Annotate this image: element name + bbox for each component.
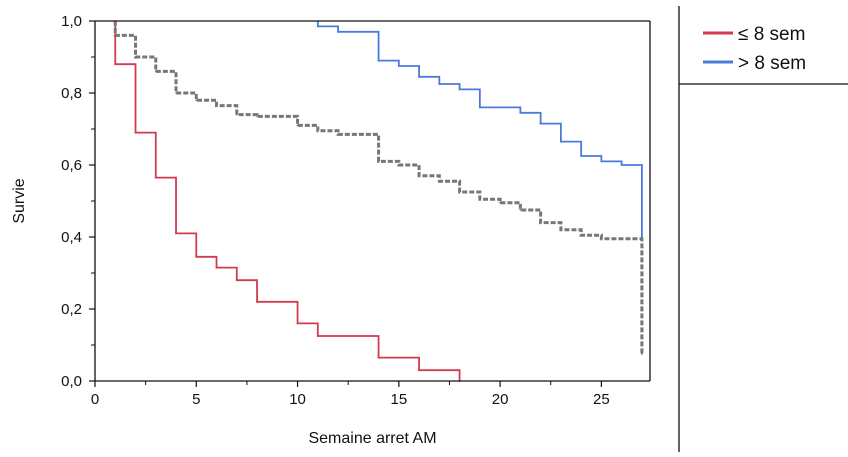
step-point [114,63,117,66]
step-point [154,70,157,73]
step-point [296,124,299,127]
y-tick-label: 0,6 [61,157,82,174]
step-point [114,34,117,37]
y-axis-title: Survie [11,178,28,223]
step-point [134,131,137,134]
step-point [580,234,583,237]
y-tick-label: 0,2 [61,301,82,318]
step-point [397,65,400,67]
step-point [438,83,441,85]
step-point [235,279,238,282]
curve-overall [113,21,644,354]
step-point [478,106,481,109]
step-point [600,160,603,163]
survival-curves [113,21,644,382]
step-point [640,353,643,355]
step-point [256,115,258,118]
x-tick-label: 0 [91,391,99,408]
legend: ≤ 8 sem > 8 sem [678,6,848,452]
step-point [377,59,380,62]
step-point [397,164,400,166]
curve-series-0 [114,21,461,381]
step-point [316,129,319,132]
step-point [499,201,502,204]
step-point [519,111,522,114]
step-point [559,228,562,231]
x-tick-label: 10 [289,391,306,408]
step-point [377,160,380,163]
step-point [418,369,420,372]
step-point [296,322,299,325]
x-tick-label: 20 [492,391,509,408]
step-point [316,335,319,337]
step-point [458,191,461,193]
step-point [438,180,441,183]
step-point [600,237,603,240]
step-point [377,356,380,359]
step-point [337,133,339,136]
x-axis-title: Semaine arret AM [308,430,436,447]
step-point [519,209,522,211]
step-point [640,164,643,166]
step-point [175,92,177,94]
y-tick-label: 0,0 [61,373,82,390]
step-point [539,221,542,224]
step-point [256,300,258,303]
x-tick-label: 25 [593,391,610,408]
step-point [580,155,583,157]
step-point [478,198,481,201]
step-point [195,255,198,258]
step-point [559,140,562,143]
step-point [316,25,319,28]
step-point [418,174,420,177]
curve-series-1 [316,21,643,239]
x-tick-label: 5 [192,391,200,408]
step-point [134,56,137,58]
y-tick-label: 1,0 [61,13,82,30]
legend-label-gt-8-sem: > 8 sem [738,53,806,74]
step-point [154,176,157,179]
step-point [458,88,461,91]
step-point [337,30,339,33]
step-point [539,122,542,125]
step-point [195,99,198,102]
y-tick-label: 0,8 [61,85,82,102]
step-point [235,113,238,116]
step-point [620,164,623,166]
step-point [215,266,218,269]
step-point [620,237,623,240]
x-tick-label: 15 [390,391,407,408]
step-point [175,232,177,235]
y-tick-label: 0,4 [61,229,82,246]
step-point [418,75,420,78]
step-point [215,104,218,107]
step-point [640,237,643,240]
legend-label-le-8-sem: ≤ 8 sem [738,24,805,45]
axes: 0 5 10 15 20 25 0,0 0,2 0,4 0,6 0,8 1,0 [61,13,651,408]
